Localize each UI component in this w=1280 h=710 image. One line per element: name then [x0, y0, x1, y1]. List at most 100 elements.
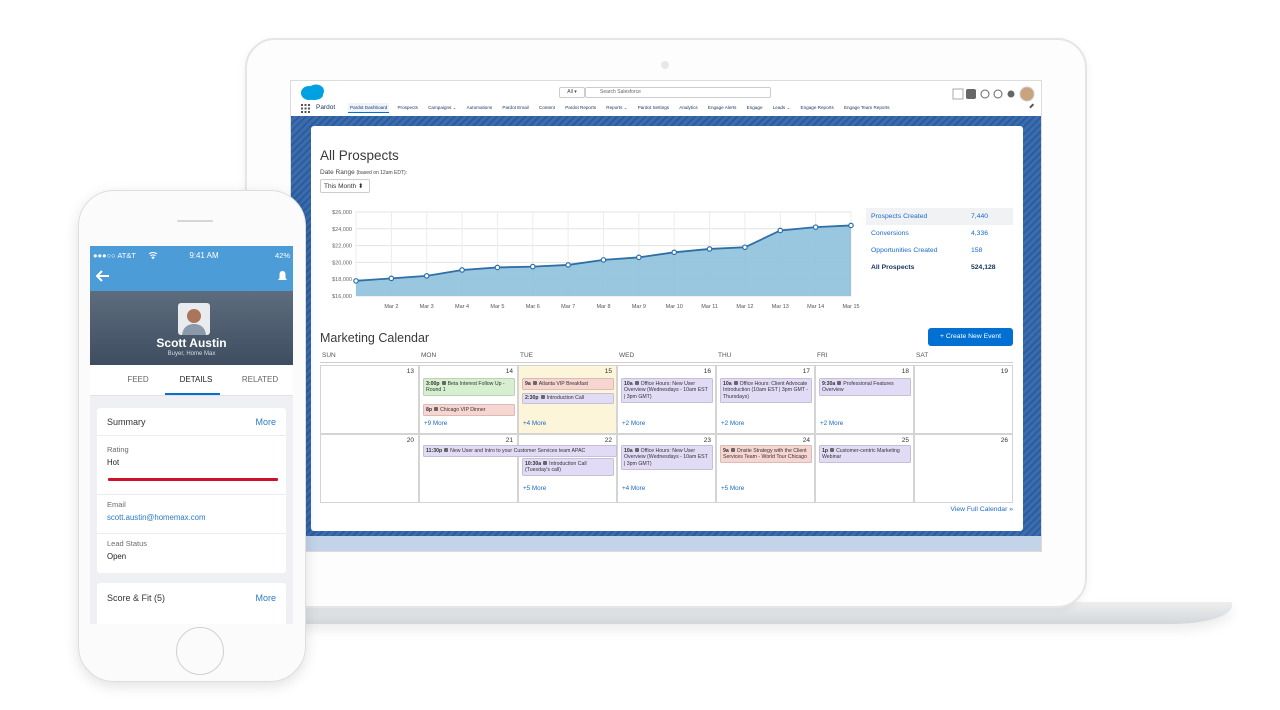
calendar-event[interactable]: 1p Customer-centric Marketing Webinar — [819, 445, 911, 464]
y-tick-label: $20,000 — [332, 260, 352, 266]
nav-tab[interactable]: Engage Reports — [800, 105, 834, 110]
field-label: Rating — [107, 445, 129, 454]
event-title: Onsite Strategy with the Client Services… — [723, 447, 807, 461]
calendar-cell: 21 11:30p New User and Intro to your Custo… — [419, 434, 617, 503]
calendar-event[interactable]: 8p Chicago VIP Dinner — [423, 404, 515, 416]
event-list: 9a Atlanta VIP Breakfast 2:30p Introduction… — [522, 378, 614, 405]
stat-row: Opportunities Created 158 — [866, 242, 1013, 259]
day-header: TUE — [520, 352, 533, 359]
nav-tab[interactable]: Automations — [466, 105, 493, 110]
x-tick-label: Mar 6 — [526, 304, 540, 310]
calendar-event[interactable]: 9a Onsite Strategy with the Client Servic… — [720, 445, 812, 464]
point — [812, 224, 819, 230]
calendar-event[interactable]: 11:30p New User and Intro to your Custome… — [423, 445, 617, 457]
calendar-event[interactable]: 9a Atlanta VIP Breakfast — [522, 378, 614, 390]
date-number: 18 — [901, 368, 909, 375]
view-full-calendar[interactable]: View Full Calendar » — [950, 506, 1013, 513]
date-range: Date Range (based on 12am EDT): — [320, 169, 407, 176]
field-value[interactable]: scott.austin@homemax.com — [107, 513, 206, 522]
nav-tab[interactable]: Engage Team Reports — [843, 105, 890, 110]
home-button[interactable] — [176, 627, 224, 675]
event-list: 1p Customer-centric Marketing Webinar — [819, 445, 911, 464]
point — [529, 263, 536, 270]
tab-underline — [165, 393, 220, 395]
event-list: 11:30p New User and Intro to your Custome… — [423, 445, 617, 457]
calendar-event[interactable]: 2:30p Introduction Call — [522, 392, 614, 405]
point — [706, 246, 713, 252]
nav-tab[interactable]: Prospects — [397, 105, 418, 110]
more-link[interactable]: More — [255, 593, 276, 603]
point — [494, 264, 501, 271]
nav-tab[interactable]: Leads ⌄ — [772, 104, 791, 110]
date-select[interactable]: This Month ⬍ — [320, 179, 370, 193]
search-box[interactable]: Search Salesforce — [585, 87, 771, 98]
bell-icon[interactable] — [277, 270, 288, 282]
event-icon — [830, 447, 835, 452]
event-icon — [634, 380, 639, 385]
header-icons[interactable] — [951, 86, 1039, 102]
nav-tab[interactable]: Campaigns ⌄ — [428, 104, 457, 110]
date-number: 26 — [1000, 437, 1008, 444]
phone-speaker — [177, 220, 213, 222]
event-list: 10a Office Hours: Client Advocate Introdu… — [720, 378, 812, 403]
laptop-screen: All Prospects Date Range (based on 12am E… — [290, 80, 1042, 552]
more-link[interactable]: +4 More — [622, 485, 646, 492]
nav-tab[interactable]: Engage — [746, 105, 763, 110]
event-icon — [441, 380, 446, 385]
more-link[interactable]: +2 More — [721, 420, 745, 427]
calendar-header-line — [320, 362, 1013, 363]
app-launcher[interactable] — [301, 104, 310, 113]
search-scope[interactable]: All ▾ — [559, 87, 585, 98]
contact-name: Scott Austin — [156, 336, 227, 350]
profile-tab[interactable]: RELATED — [241, 375, 279, 384]
calendar-event[interactable]: 9:30a Professional Features Overview — [819, 378, 911, 397]
date-number: 24 — [802, 437, 810, 444]
calendar-event[interactable]: 10a Office Hours: New User Overview (Wedn… — [621, 378, 713, 403]
x-tick-label: Mar 2 — [384, 304, 398, 310]
day-header: WED — [619, 352, 635, 359]
more-link[interactable]: +5 More — [721, 485, 745, 492]
calendar-event[interactable]: 10a Office Hours: New User Overview (Wedn… — [621, 445, 713, 470]
profile-tab[interactable]: DETAILS — [179, 375, 213, 384]
event-time: 9:30a — [822, 380, 836, 387]
day-header: MON — [421, 352, 437, 359]
section-title: Summary — [107, 417, 146, 427]
nav-tab[interactable]: Pardot Email — [502, 105, 529, 110]
event-title: Chicago VIP Dinner — [440, 406, 486, 413]
calendar-event[interactable]: 10a Office Hours: Client Advocate Introdu… — [720, 378, 812, 403]
more-link[interactable]: +9 More — [424, 420, 448, 427]
nav-tab[interactable]: Reports ⌄ — [606, 104, 628, 110]
x-tick-label: Mar 8 — [596, 304, 610, 310]
event-icon — [733, 380, 738, 385]
nav-tab[interactable]: Engage Alerts — [707, 105, 737, 110]
nav-tab[interactable]: Content — [538, 105, 555, 110]
more-link[interactable]: +2 More — [622, 420, 646, 427]
event-time: 10a — [624, 380, 633, 387]
nav-tab[interactable]: Pardot Reports — [565, 105, 597, 110]
event-time: 2:30p — [525, 395, 539, 402]
calendar-event[interactable]: 10:30a Introduction Call (Tuesday's call) — [522, 458, 614, 477]
profile-tab[interactable]: FEED — [127, 375, 149, 384]
nav-tab[interactable]: Pardot Dashboard — [348, 102, 390, 113]
create-event-button[interactable]: + Create New Event — [928, 328, 1013, 346]
more-link[interactable]: More — [255, 417, 276, 427]
event-list: 3:00p Beta Interest Follow Up - Round 1 8p… — [423, 378, 515, 416]
rating-bar — [108, 478, 278, 481]
more-link[interactable]: +5 More — [523, 485, 547, 492]
calendar-cell: 13 — [320, 365, 419, 434]
y-tick-label: $18,000 — [332, 277, 352, 283]
nav-tab[interactable]: Analytics — [679, 105, 698, 110]
nav-tab[interactable]: Pardot Settings — [637, 105, 670, 110]
date-number: 19 — [1000, 368, 1008, 375]
x-tick-label: Mar 4 — [455, 304, 469, 310]
more-link[interactable]: +4 More — [523, 420, 547, 427]
event-icon — [543, 460, 548, 465]
more-link[interactable]: +2 More — [820, 420, 844, 427]
back-arrow[interactable] — [96, 270, 110, 282]
stat-value: 4,336 — [971, 230, 989, 237]
calendar-event[interactable]: 3:00p Beta Interest Follow Up - Round 1 — [423, 378, 515, 397]
calendar-cell: 22 10:30a Introduction Call (Tuesday's cal… — [518, 434, 617, 503]
x-tick-label: Mar 11 — [701, 304, 718, 310]
x-tick-label: Mar 15 — [842, 304, 859, 310]
